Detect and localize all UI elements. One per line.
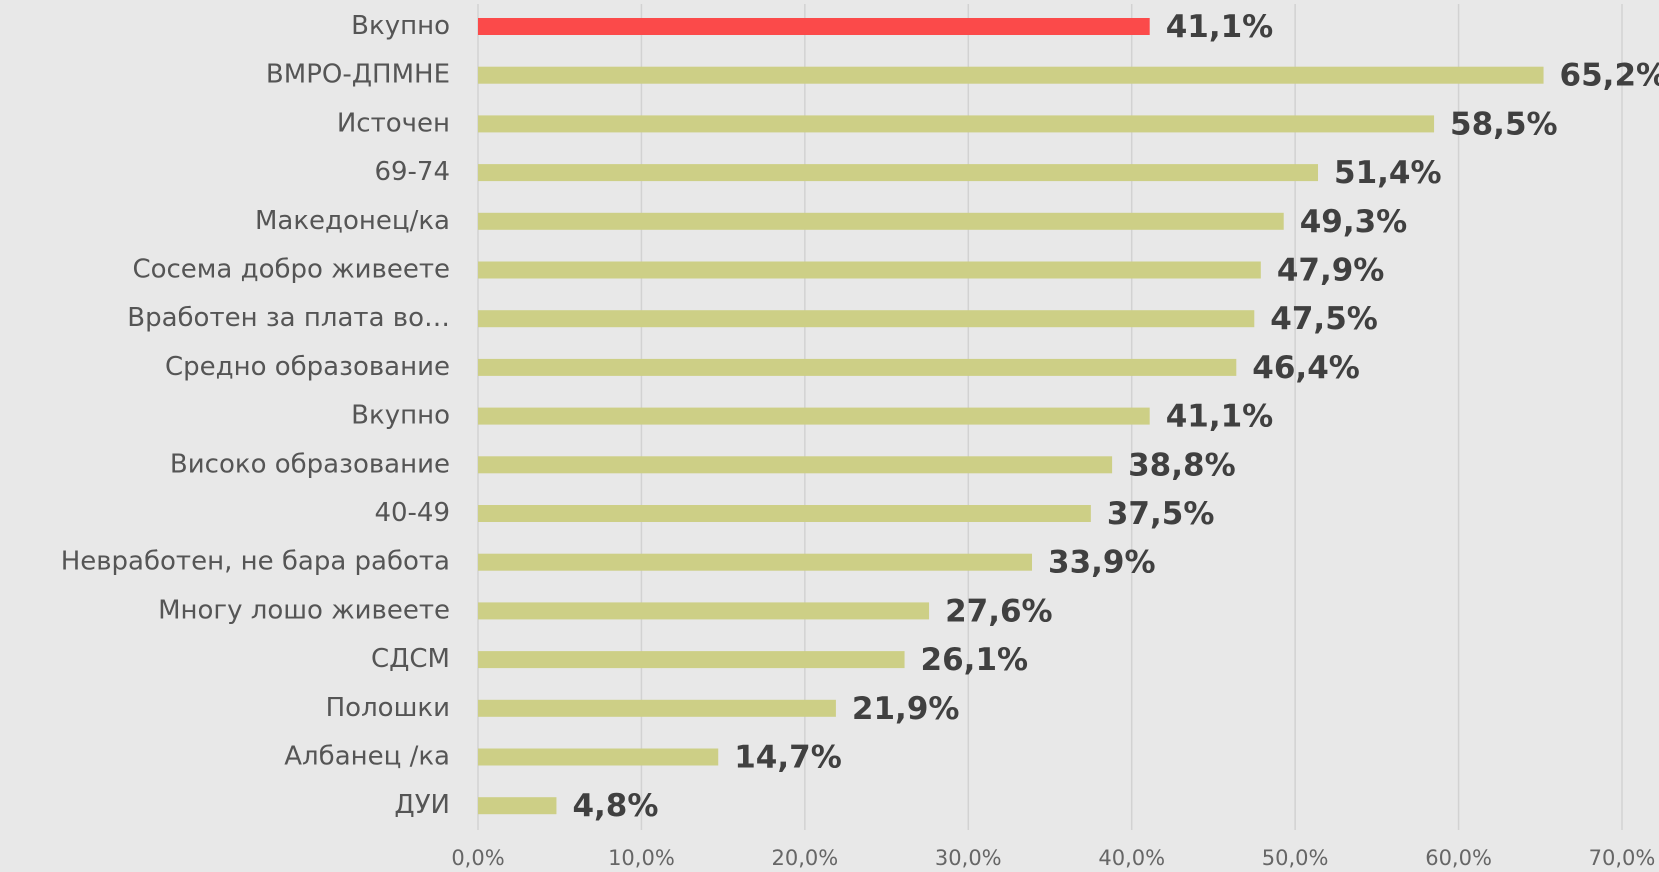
value-label: 27,6% bbox=[945, 593, 1053, 629]
y-tick-label: Сосема добро живеете bbox=[132, 255, 450, 285]
x-tick-label: 40,0% bbox=[1098, 846, 1165, 870]
bar bbox=[478, 115, 1435, 133]
value-label: 46,4% bbox=[1252, 350, 1360, 386]
y-tick-label: Вкупно bbox=[351, 11, 450, 41]
bar bbox=[478, 358, 1237, 376]
x-tick-label: 10,0% bbox=[608, 846, 675, 870]
y-tick-label: Македонец/ка bbox=[255, 206, 450, 236]
x-tick-label: 30,0% bbox=[935, 846, 1002, 870]
value-label: 47,9% bbox=[1277, 253, 1385, 289]
y-tick-label: ВМРО-ДПМНЕ bbox=[266, 60, 450, 90]
y-tick-label: ДУИ bbox=[394, 790, 450, 820]
value-label: 33,9% bbox=[1048, 545, 1156, 581]
value-label: 49,3% bbox=[1300, 204, 1408, 240]
y-tick-label: Источен bbox=[337, 108, 450, 138]
y-tick-label: 69-74 bbox=[374, 157, 450, 187]
value-label: 47,5% bbox=[1270, 301, 1378, 337]
bar bbox=[478, 310, 1255, 328]
bar bbox=[478, 553, 1033, 571]
value-label: 58,5% bbox=[1450, 106, 1558, 142]
y-tick-label: Полошки bbox=[326, 693, 450, 723]
value-label: 38,8% bbox=[1128, 447, 1236, 483]
y-tick-label: СДСМ bbox=[371, 644, 450, 674]
bar bbox=[478, 797, 557, 815]
bar bbox=[478, 602, 930, 620]
value-label: 4,8% bbox=[572, 788, 658, 824]
y-tick-label: Средно образование bbox=[165, 352, 450, 382]
bar bbox=[478, 261, 1261, 279]
value-label: 51,4% bbox=[1334, 155, 1442, 191]
bar bbox=[478, 456, 1113, 474]
bar bbox=[478, 748, 719, 766]
y-tick-label: Вработен за плата во… bbox=[127, 303, 450, 333]
y-tick-label: Албанец /ка bbox=[284, 742, 450, 772]
y-tick-label: Невработен, не бара работа bbox=[61, 547, 450, 577]
bar bbox=[478, 212, 1284, 230]
bar bbox=[478, 66, 1544, 84]
x-tick-label: 0,0% bbox=[451, 846, 504, 870]
value-label: 41,1% bbox=[1166, 399, 1274, 435]
bar bbox=[478, 18, 1150, 35]
bar bbox=[478, 651, 905, 669]
y-tick-label: 40-49 bbox=[374, 498, 450, 528]
bar bbox=[478, 407, 1150, 425]
value-label: 65,2% bbox=[1560, 58, 1659, 94]
y-tick-label: Многу лошо живеете bbox=[158, 595, 450, 625]
y-tick-label: Вкупно bbox=[351, 401, 450, 431]
y-tick-label: Високо образование bbox=[170, 449, 450, 479]
x-tick-label: 70,0% bbox=[1589, 846, 1656, 870]
x-tick-label: 60,0% bbox=[1425, 846, 1492, 870]
value-label: 21,9% bbox=[852, 691, 960, 727]
x-tick-label: 50,0% bbox=[1262, 846, 1329, 870]
value-label: 37,5% bbox=[1107, 496, 1215, 532]
value-label: 14,7% bbox=[734, 740, 842, 776]
value-label: 41,1% bbox=[1166, 9, 1274, 45]
bar bbox=[478, 505, 1091, 522]
bar bbox=[478, 164, 1319, 182]
x-tick-label: 20,0% bbox=[771, 846, 838, 870]
value-label: 26,1% bbox=[921, 642, 1029, 678]
bar bbox=[478, 699, 836, 717]
